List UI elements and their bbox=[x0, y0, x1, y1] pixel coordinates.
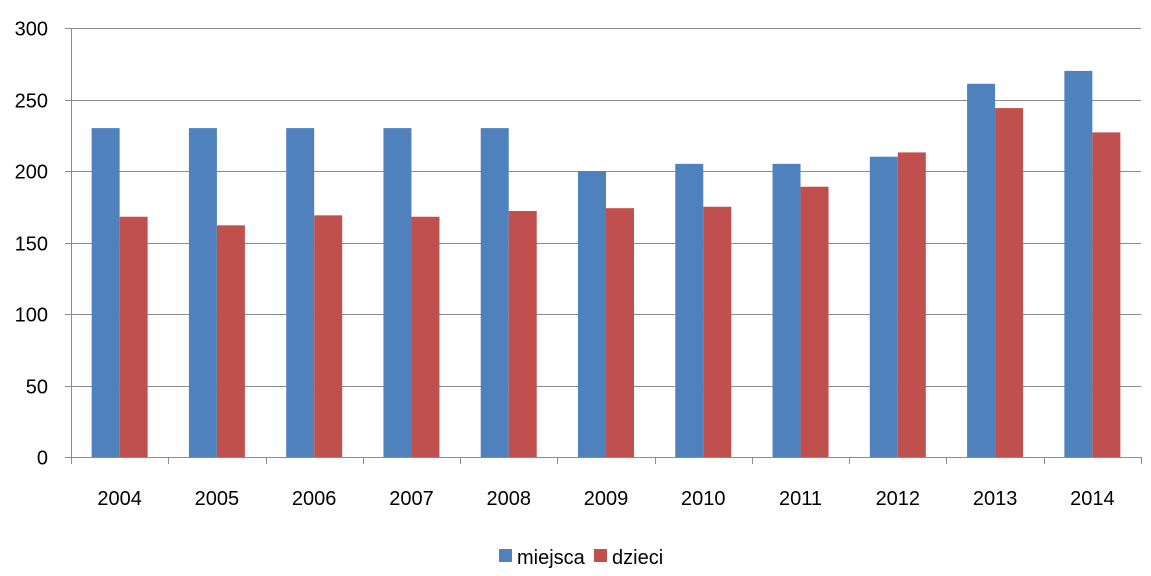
bar-miejsca-2014 bbox=[1064, 70, 1093, 458]
bar-dzieci-2012 bbox=[897, 152, 926, 457]
bar-miejsca-2011 bbox=[772, 163, 801, 457]
bar-dzieci-2005 bbox=[216, 225, 245, 457]
y-tick-label: 0 bbox=[37, 448, 48, 470]
bar-miejsca-2005 bbox=[188, 128, 217, 457]
bar-miejsca-2008 bbox=[480, 128, 509, 457]
bar-miejsca-2012 bbox=[869, 156, 898, 457]
y-tick-label: 100 bbox=[15, 305, 48, 327]
legend-label-dzieci: dzieci bbox=[612, 547, 663, 569]
x-tick-label: 2010 bbox=[681, 488, 726, 510]
x-tick-label: 2009 bbox=[584, 488, 629, 510]
bar-dzieci-2014 bbox=[1092, 132, 1121, 457]
y-tick-label: 150 bbox=[15, 234, 48, 256]
y-tick-label: 300 bbox=[15, 19, 48, 41]
legend-swatch-dzieci bbox=[594, 549, 607, 562]
bar-dzieci-2007 bbox=[411, 216, 440, 457]
x-tick-label: 2013 bbox=[973, 488, 1018, 510]
bar-dzieci-2004 bbox=[119, 216, 148, 457]
bar-miejsca-2006 bbox=[286, 128, 315, 457]
x-tick-label: 2005 bbox=[195, 488, 240, 510]
bars bbox=[91, 70, 1121, 458]
x-tick-label: 2012 bbox=[876, 488, 921, 510]
bar-dzieci-2011 bbox=[800, 186, 829, 458]
x-tick-label: 2008 bbox=[486, 488, 531, 510]
bar-miejsca-2004 bbox=[91, 128, 120, 457]
bar-dzieci-2008 bbox=[508, 211, 537, 457]
bar-dzieci-2009 bbox=[606, 208, 634, 457]
y-tick-label: 200 bbox=[15, 162, 48, 184]
x-tick-label: 2007 bbox=[389, 488, 434, 510]
bar-miejsca-2009 bbox=[578, 171, 606, 457]
bar-miejsca-2013 bbox=[967, 83, 996, 458]
x-axis: 2004 2005 2006 2007 2008 2009 2010 2011 2012 2013… bbox=[71, 457, 1142, 510]
x-tick-label: 2006 bbox=[292, 488, 337, 510]
x-tick-label: 2014 bbox=[1070, 488, 1115, 510]
x-tick-label: 2011 bbox=[779, 488, 822, 510]
x-tick-label: 2004 bbox=[97, 488, 142, 510]
legend-swatch-miejsca bbox=[499, 549, 512, 562]
y-tick-label: 250 bbox=[15, 91, 48, 113]
bar-miejsca-2007 bbox=[383, 128, 412, 457]
legend-label-miejsca: miejsca bbox=[517, 547, 586, 569]
y-tick-label: 50 bbox=[26, 377, 48, 399]
bar-dzieci-2013 bbox=[995, 108, 1024, 457]
y-axis: 0 50 100 150 200 250 300 bbox=[15, 19, 72, 470]
bar-dzieci-2010 bbox=[703, 206, 732, 457]
bar-dzieci-2006 bbox=[314, 215, 343, 457]
legend: miejsca dzieci bbox=[499, 547, 663, 569]
bar-miejsca-2010 bbox=[675, 163, 704, 457]
